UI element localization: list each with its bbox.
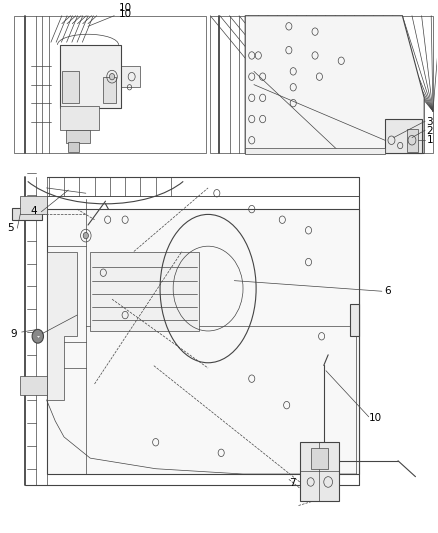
Text: 4: 4 bbox=[30, 206, 37, 216]
Text: 7: 7 bbox=[289, 478, 296, 488]
Bar bbox=[103, 77, 117, 103]
Text: 10: 10 bbox=[119, 9, 132, 19]
Bar bbox=[12, 208, 42, 220]
Polygon shape bbox=[245, 16, 424, 154]
Bar bbox=[20, 196, 46, 214]
Bar bbox=[60, 45, 121, 108]
Circle shape bbox=[32, 329, 43, 343]
Circle shape bbox=[110, 74, 115, 80]
Polygon shape bbox=[121, 66, 141, 87]
Bar bbox=[62, 71, 79, 103]
Text: 10: 10 bbox=[369, 414, 382, 423]
Polygon shape bbox=[46, 252, 77, 400]
Text: 9: 9 bbox=[11, 329, 17, 338]
Bar bbox=[20, 376, 46, 394]
Bar bbox=[300, 442, 339, 500]
Bar bbox=[68, 142, 79, 152]
Bar bbox=[14, 16, 206, 154]
Circle shape bbox=[83, 232, 88, 239]
Bar bbox=[90, 252, 199, 331]
Bar bbox=[407, 128, 418, 152]
Bar bbox=[311, 448, 328, 469]
Bar bbox=[210, 16, 433, 154]
Bar bbox=[46, 209, 359, 474]
Text: 1: 1 bbox=[426, 135, 433, 145]
Text: 6: 6 bbox=[384, 286, 390, 296]
Bar bbox=[385, 119, 422, 154]
Text: 5: 5 bbox=[7, 223, 14, 233]
Text: 10: 10 bbox=[119, 3, 132, 13]
Bar bbox=[60, 106, 99, 130]
Text: 3: 3 bbox=[426, 117, 433, 127]
Bar bbox=[66, 130, 90, 143]
Text: 2: 2 bbox=[426, 126, 433, 136]
Bar bbox=[350, 304, 359, 336]
Bar bbox=[245, 148, 385, 154]
